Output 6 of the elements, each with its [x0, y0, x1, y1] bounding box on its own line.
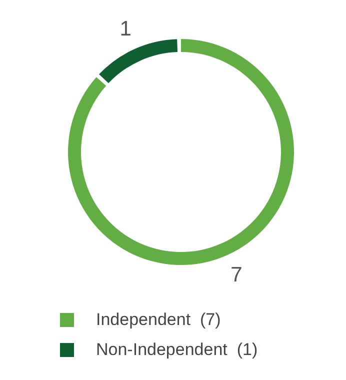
- donut-slice: [68, 39, 294, 265]
- legend-label: Independent (7): [96, 310, 221, 330]
- data-label: 1: [120, 17, 132, 40]
- legend-label: Non-Independent (1): [96, 340, 258, 360]
- donut-slice: [99, 39, 178, 84]
- data-label: 7: [230, 264, 242, 287]
